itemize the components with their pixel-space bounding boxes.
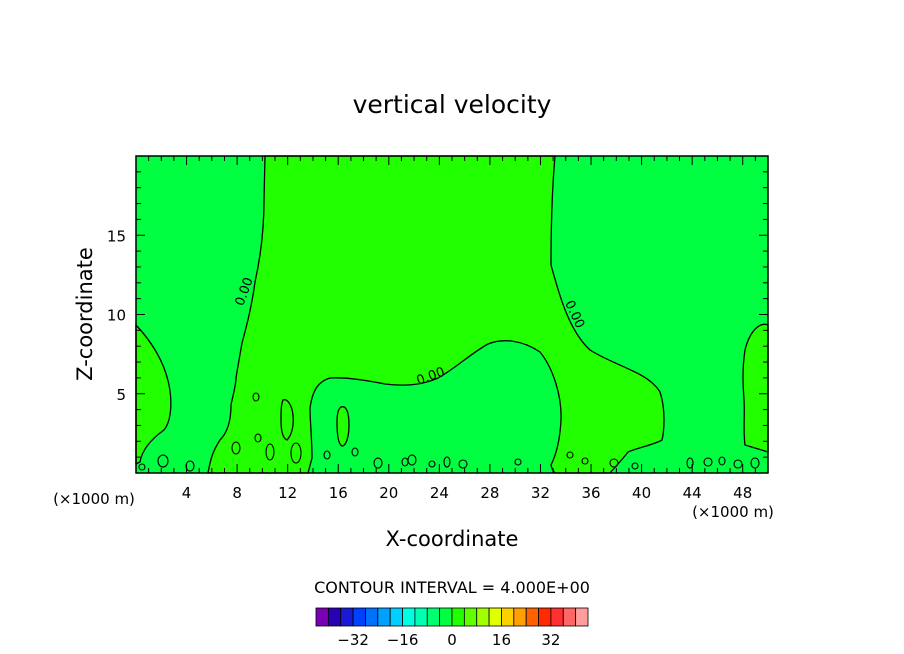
y-tick-label: 10: [107, 307, 126, 325]
y-tick-label: 15: [107, 227, 126, 245]
colorbar-swatch: [451, 607, 465, 627]
colorbar-tick-label: 0: [447, 631, 457, 649]
x-tick-label: 44: [683, 484, 702, 502]
colorbar-swatch: [365, 607, 379, 627]
x-unit-left: (×1000 m): [53, 490, 135, 508]
y-axis-label: Z-coordinate: [73, 247, 97, 381]
contour-blob: [566, 451, 574, 459]
colorbar-tick-label: 32: [541, 631, 560, 649]
x-tick-label: 40: [632, 484, 651, 502]
contour-blob: [718, 456, 726, 466]
colorbar-swatch: [488, 607, 502, 627]
contour-blob: [265, 443, 275, 461]
x-tick-label: 4: [182, 484, 192, 502]
x-tick-label: 36: [581, 484, 600, 502]
x-tick-label: 48: [733, 484, 752, 502]
colorbar-swatch: [402, 607, 416, 627]
x-tick-label: 20: [379, 484, 398, 502]
colorbar-tick-label: 16: [492, 631, 511, 649]
colorbar-swatch: [439, 607, 453, 627]
colorbar-swatch: [340, 607, 354, 627]
positive-region: [742, 323, 769, 453]
colorbar-swatch: [352, 607, 366, 627]
contour-blob: [373, 457, 383, 469]
colorbar: −32 −16 0 16 32: [315, 607, 589, 649]
contour-interval-text: CONTOUR INTERVAL = 4.000E+00: [314, 578, 590, 597]
plot-area: 0.000.000.00: [135, 155, 769, 474]
contour-blob: [458, 459, 468, 469]
contour-blob: [254, 433, 262, 443]
x-tick-label: 12: [278, 484, 297, 502]
colorbar-tick-label: −32: [337, 631, 369, 649]
contour-blob: [323, 450, 331, 460]
contour-blob: [581, 457, 589, 465]
contour-blob: [443, 456, 451, 468]
contour-blob: [631, 462, 639, 470]
colorbar-swatch: [377, 607, 391, 627]
contour-blob: [138, 463, 146, 471]
colorbar-swatch: [538, 607, 552, 627]
colorbar-swatch: [414, 607, 428, 627]
contour-blob: [351, 447, 359, 457]
x-tick-label: 16: [329, 484, 348, 502]
contour-blob: [231, 441, 241, 455]
positive-region: [135, 323, 172, 466]
colorbar-swatch: [575, 607, 589, 627]
y-tick-label: 5: [116, 386, 126, 404]
x-tick-label: 8: [232, 484, 242, 502]
x-unit-right: (×1000 m): [692, 503, 774, 521]
contour-blob: [407, 454, 417, 466]
contour-blob: [290, 442, 302, 464]
chart-title: vertical velocity: [353, 90, 552, 119]
colorbar-swatch: [562, 607, 577, 627]
colorbar-swatch: [463, 607, 478, 627]
contour-blob: [157, 454, 169, 468]
x-axis-label: X-coordinate: [386, 527, 519, 551]
colorbar-tick-label: −16: [387, 631, 419, 649]
contour-blob: [185, 460, 195, 472]
colorbar-swatch: [513, 607, 527, 627]
contour-blob: [514, 458, 522, 466]
positive-region: [280, 399, 294, 441]
contour-blob: [428, 460, 436, 468]
contour-blob: [686, 457, 694, 469]
colorbar-swatch: [327, 607, 342, 627]
x-tick-label: 28: [480, 484, 499, 502]
colorbar-swatch: [426, 607, 441, 627]
positive-region: [207, 155, 665, 474]
x-tick-label: 32: [531, 484, 550, 502]
colorbar-swatch: [550, 607, 564, 627]
contour-blob: [609, 458, 619, 468]
contour-blob: [252, 392, 260, 402]
x-tick-label: 24: [430, 484, 449, 502]
contour-blob: [703, 457, 713, 467]
positive-region: [336, 406, 350, 447]
colorbar-swatch: [476, 607, 490, 627]
colorbar-swatch: [525, 607, 539, 627]
colorbar-swatch: [389, 607, 403, 627]
colorbar-swatch: [315, 607, 329, 627]
colorbar-swatch: [501, 607, 515, 627]
contour-blob: [733, 459, 743, 469]
